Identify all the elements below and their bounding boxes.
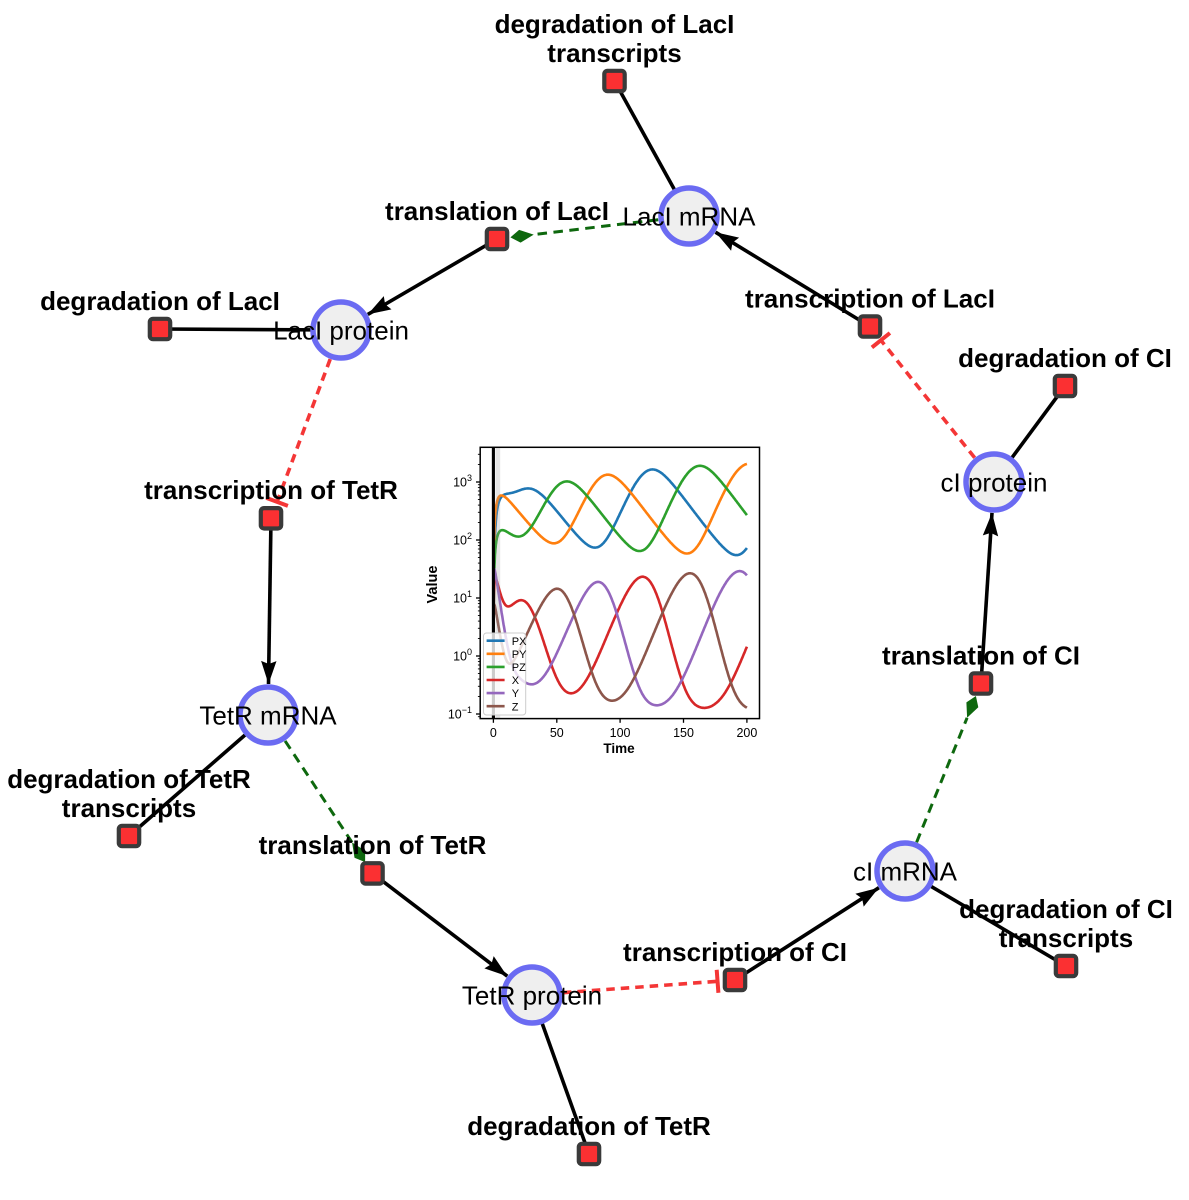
svg-text:PZ: PZ bbox=[512, 662, 526, 674]
svg-text:200: 200 bbox=[736, 726, 757, 740]
svg-text:translation of TetR: translation of TetR bbox=[259, 830, 487, 860]
svg-text:translation of CI: translation of CI bbox=[882, 640, 1080, 670]
svg-text:X: X bbox=[512, 675, 520, 687]
svg-text:translation of LacI: translation of LacI bbox=[385, 196, 609, 226]
svg-text:transcripts: transcripts bbox=[62, 793, 196, 823]
svg-text:Value: Value bbox=[425, 566, 441, 604]
svg-text:degradation of TetR: degradation of TetR bbox=[467, 1111, 711, 1141]
svg-text:10−1: 10−1 bbox=[448, 705, 472, 722]
svg-text:102: 102 bbox=[453, 531, 472, 548]
svg-text:cI protein: cI protein bbox=[941, 467, 1048, 497]
svg-text:0: 0 bbox=[490, 726, 497, 740]
svg-text:degradation of TetR: degradation of TetR bbox=[7, 764, 251, 794]
svg-text:transcription of CI: transcription of CI bbox=[623, 937, 847, 967]
svg-text:transcripts: transcripts bbox=[999, 923, 1133, 953]
svg-text:transcripts: transcripts bbox=[547, 38, 681, 68]
svg-text:101: 101 bbox=[453, 589, 472, 606]
svg-text:Y: Y bbox=[512, 688, 520, 700]
svg-text:LacI protein: LacI protein bbox=[273, 315, 409, 345]
svg-text:Z: Z bbox=[512, 701, 519, 713]
svg-text:LacI mRNA: LacI mRNA bbox=[623, 201, 757, 231]
svg-text:transcription of LacI: transcription of LacI bbox=[745, 283, 995, 313]
svg-text:150: 150 bbox=[673, 726, 694, 740]
svg-text:transcription of TetR: transcription of TetR bbox=[144, 475, 398, 505]
svg-text:degradation of LacI: degradation of LacI bbox=[40, 286, 280, 316]
svg-text:PY: PY bbox=[512, 649, 527, 661]
svg-text:100: 100 bbox=[453, 647, 472, 664]
svg-text:100: 100 bbox=[610, 726, 631, 740]
svg-text:PX: PX bbox=[512, 636, 527, 648]
svg-text:cI mRNA: cI mRNA bbox=[853, 856, 958, 886]
svg-text:103: 103 bbox=[453, 473, 472, 490]
svg-text:50: 50 bbox=[550, 726, 564, 740]
svg-text:degradation of CI: degradation of CI bbox=[958, 343, 1172, 373]
svg-text:degradation of LacI: degradation of LacI bbox=[495, 9, 735, 39]
svg-text:TetR mRNA: TetR mRNA bbox=[199, 700, 337, 730]
svg-text:Time: Time bbox=[603, 741, 635, 756]
svg-text:degradation of CI: degradation of CI bbox=[959, 894, 1173, 924]
svg-text:TetR protein: TetR protein bbox=[462, 980, 602, 1010]
